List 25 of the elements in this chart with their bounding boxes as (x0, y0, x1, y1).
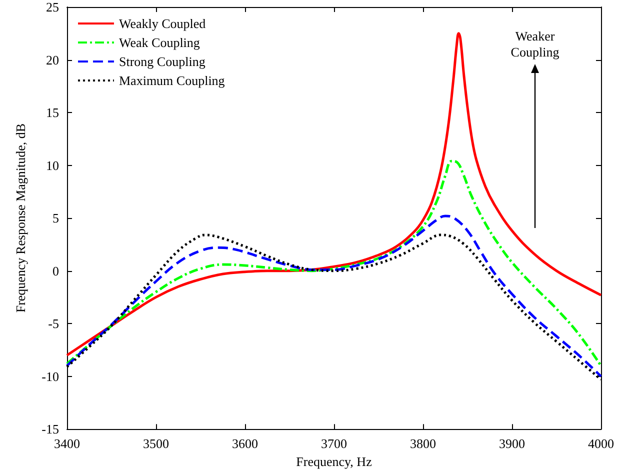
x-tick-label: 4000 (588, 436, 614, 452)
legend-label: Weakly Coupled (119, 16, 206, 31)
x-axis-title: Frequency, Hz (296, 454, 372, 469)
legend-label: Maximum Coupling (119, 73, 226, 88)
y-tick-label: -15 (42, 422, 59, 437)
y-tick-label: 0 (52, 263, 59, 278)
y-tick-label: 15 (46, 105, 59, 120)
y-tick-label: 25 (46, 0, 59, 14)
y-tick-label: 20 (46, 52, 59, 68)
x-tick-label: 3700 (321, 436, 347, 452)
y-tick-label: -10 (42, 368, 59, 384)
y-tick-label: 5 (52, 210, 59, 226)
y-tick-label: -5 (48, 316, 59, 332)
x-tick-label: 3900 (499, 436, 525, 452)
annotation: Weaker Coupling (510, 28, 560, 60)
line-series (66, 32, 602, 356)
x-tick-label: 3600 (232, 436, 258, 452)
legend-label: Weak Coupling (119, 35, 200, 50)
x-tick-label: 3800 (410, 436, 436, 452)
x-tick-label: 3400 (54, 436, 80, 452)
y-tick-label: 10 (46, 158, 59, 173)
line-series (66, 160, 602, 368)
y-axis-title: Frequency Response Magnitude, dB (13, 123, 28, 313)
x-tick-label: 3500 (143, 436, 169, 452)
legend-label: Strong Coupling (119, 54, 206, 69)
